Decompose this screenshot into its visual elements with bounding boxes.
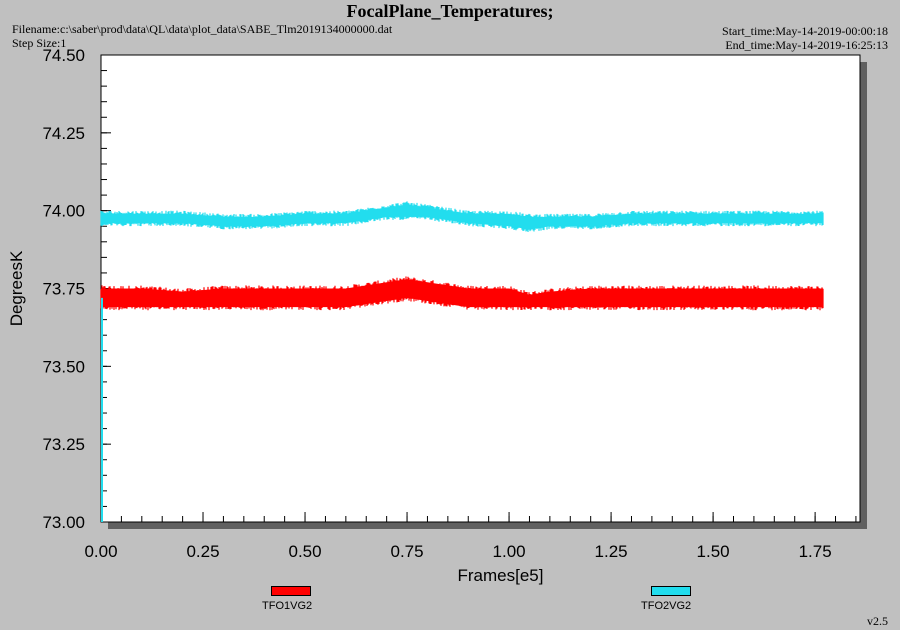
end-time-label: End_time:May-14-2019-16:25:13 [725, 38, 888, 52]
y-tick-label: 73.75 [42, 280, 85, 299]
y-tick-label: 73.50 [42, 357, 85, 376]
x-tick-label: 0.25 [186, 542, 219, 561]
series-line-tfo2vg2 [100, 201, 824, 233]
legend-swatch-tfo1vg2 [271, 586, 311, 596]
filename-label: Filename:c:\saber\prod\data\QL\data\plot… [12, 22, 393, 36]
x-tick-label: 0.00 [84, 542, 117, 561]
y-tick-label: 74.25 [42, 124, 85, 143]
chart-title: FocalPlane_Temperatures; [346, 1, 554, 21]
y-tick-label: 73.00 [42, 513, 85, 532]
legend-label-tfo1vg2: TFO1VG2 [262, 600, 313, 612]
step-size-label: Step Size:1 [12, 36, 67, 50]
y-tick-label: 74.00 [42, 202, 85, 221]
y-tick-label: 73.25 [42, 435, 85, 454]
x-tick-label: 1.00 [493, 542, 526, 561]
y-axis-label: DegreesK [7, 250, 26, 326]
version-label: v2.5 [867, 614, 888, 628]
legend-label-tfo2vg2: TFO2VG2 [641, 600, 692, 612]
x-tick-label: 1.75 [799, 542, 832, 561]
x-tick-label: 0.50 [288, 542, 321, 561]
y-tick-label: 74.50 [42, 46, 85, 65]
legend-swatch-tfo2vg2 [651, 586, 691, 596]
x-tick-label: 1.25 [595, 542, 628, 561]
x-tick-label: 0.75 [391, 542, 424, 561]
start-time-label: Start_time:May-14-2019-00:00:18 [722, 24, 888, 38]
x-axis-label: Frames[e5] [458, 566, 544, 585]
x-tick-label: 1.50 [697, 542, 730, 561]
